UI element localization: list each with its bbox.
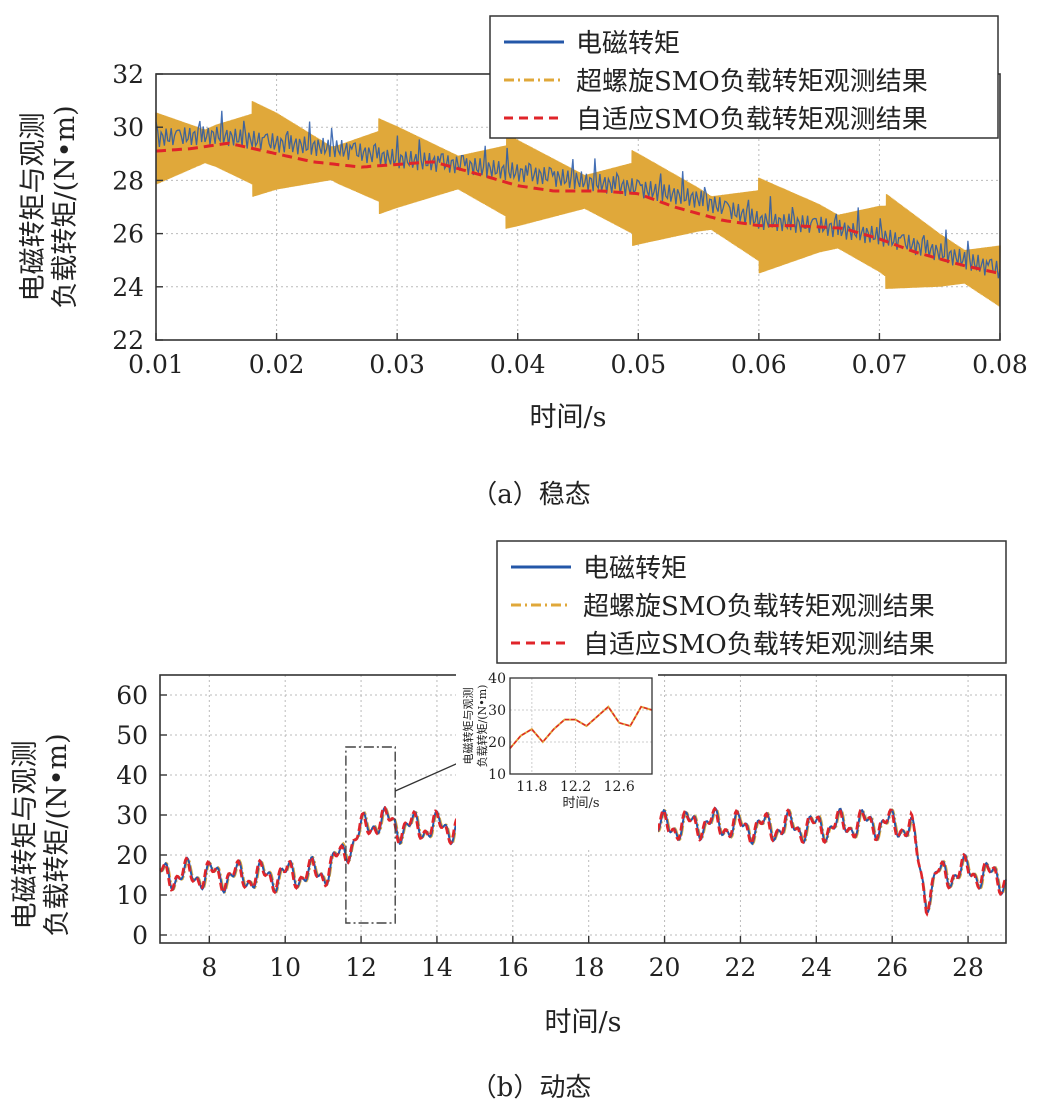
- a-legend-label-2: 自适应SMO负载转矩观测结果: [576, 105, 928, 135]
- a-legend-label-1: 超螺旋SMO负载转矩观测结果: [576, 67, 928, 97]
- b-legend-label-2: 自适应SMO负载转矩观测结果: [583, 630, 935, 660]
- b-xtick-label-4: 16: [497, 953, 529, 982]
- a-xtick-label-0: 0.01: [128, 350, 184, 379]
- a-xtick-label-3: 0.04: [490, 350, 546, 379]
- b-inset-series-adaptive: [509, 705, 653, 749]
- b-zoom-box: [345, 746, 396, 924]
- dynamic-chart: 8 10 12 14 16 18 20 22 24 26 28 0 10 20 30 40 50 60 10 20 30…: [10, 540, 1008, 1038]
- b-ytick-label-2: 20: [116, 841, 148, 870]
- b-inset-xtick-label-2: 12.6: [604, 779, 635, 795]
- b-series-adaptive: [159, 805, 1008, 917]
- a-ytick-label-4: 30: [112, 113, 144, 142]
- b-inset-ylabel-line-0: 电磁转矩与观测: [461, 688, 475, 765]
- b-inset-ytick-label-3: 40: [488, 671, 506, 687]
- b-inset-bg: [456, 674, 658, 848]
- b-ytick-label-4: 40: [116, 761, 148, 790]
- b-inset-xtick-label-0: 11.8: [516, 779, 547, 795]
- b-ytick-label-5: 50: [116, 721, 148, 750]
- b-ytick-label-0: 0: [132, 921, 148, 950]
- a-ytick-label-5: 32: [112, 60, 144, 89]
- a-series-super-twisting: [155, 101, 1001, 307]
- b-ytick-label-1: 10: [116, 881, 148, 910]
- b-inset-ylabel-line-1: 负载转矩/(N•m): [475, 685, 489, 768]
- b-inset-xtick-label-1: 12.2: [560, 779, 591, 795]
- a-xtick-label-1: 0.02: [249, 350, 305, 379]
- b-legend-label-0: 电磁转矩: [583, 554, 687, 584]
- a-series-electromagnetic: [155, 110, 1001, 279]
- a-xtick-label-6: 0.07: [852, 350, 908, 379]
- a-legend: [489, 15, 999, 139]
- b-xtick-label-9: 26: [876, 953, 908, 982]
- b-xtick-label-7: 22: [725, 953, 757, 982]
- b-xlabel: 时间/s: [545, 1007, 622, 1038]
- b-ytick-label-6: 60: [116, 681, 148, 710]
- a-ytick-label-1: 24: [112, 273, 144, 302]
- b-legend-label-1: 超螺旋SMO负载转矩观测结果: [583, 592, 935, 622]
- b-inset-ytick-label-2: 30: [488, 703, 506, 719]
- b-inset-xlabel: 时间/s: [562, 796, 599, 811]
- a-xtick-label-4: 0.05: [610, 350, 666, 379]
- b-inset-ytick-label-0: 10: [488, 767, 506, 783]
- a-ytick-label-2: 26: [112, 220, 144, 249]
- a-legend-label-0: 电磁转矩: [576, 29, 680, 59]
- b-xtick-label-5: 18: [573, 953, 605, 982]
- a-ylabel-line-0: 电磁转矩与观测: [18, 113, 49, 302]
- b-xtick-label-8: 24: [800, 953, 832, 982]
- b-inset-frame: [509, 677, 653, 775]
- a-xtick-label-7: 0.08: [972, 350, 1028, 379]
- b-xtick-label-1: 10: [269, 953, 301, 982]
- b-ytick-label-3: 30: [116, 801, 148, 830]
- b-xtick-label-3: 14: [421, 953, 453, 982]
- steady-state-chart: 0.01 0.02 0.03 0.04 0.05 0.06 0.07 0.08 22 24 26 28…: [18, 15, 1028, 433]
- caption-a: （a）稳态: [471, 480, 591, 510]
- b-xtick-label-0: 8: [201, 953, 217, 982]
- a-ylabel-line-1: 负载转矩/(N•m): [50, 105, 81, 308]
- a-xtick-label-2: 0.03: [369, 350, 425, 379]
- a-xtick-label-5: 0.06: [731, 350, 787, 379]
- caption-b: （b）动态: [470, 1073, 592, 1103]
- a-ytick-label-3: 28: [112, 166, 144, 195]
- a-ytick-label-0: 22: [112, 326, 144, 355]
- b-xtick-label-6: 20: [649, 953, 681, 982]
- b-ylabel-line-0: 电磁转矩与观测: [10, 741, 41, 930]
- b-xtick-label-2: 12: [345, 953, 377, 982]
- b-ylabel-line-1: 负载转矩/(N•m): [42, 733, 73, 936]
- b-xtick-label-10: 28: [952, 953, 984, 982]
- b-legend: [496, 540, 1007, 664]
- a-xlabel: 时间/s: [530, 402, 607, 433]
- b-inset-ytick-label-1: 20: [488, 735, 506, 751]
